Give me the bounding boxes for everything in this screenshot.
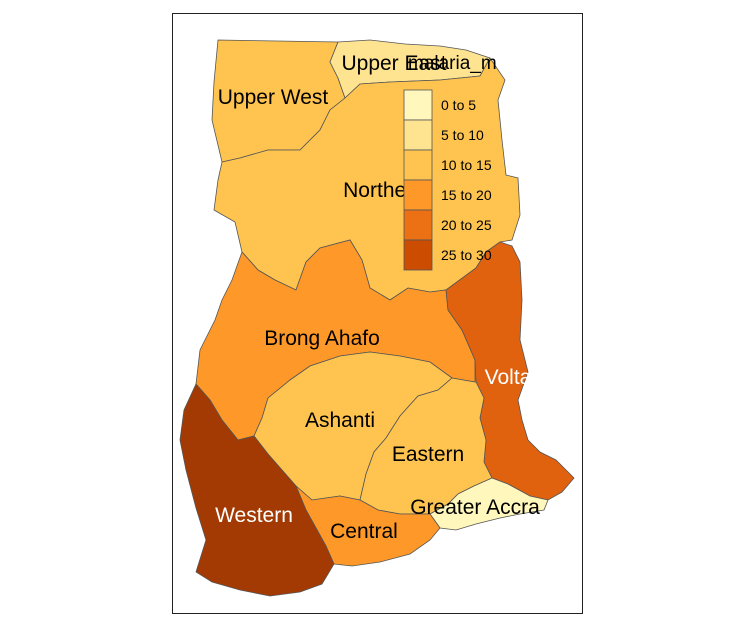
label-upper-west: Upper West (218, 86, 329, 109)
region-greater-accra[interactable] (429, 477, 549, 531)
label-eastern: Eastern (392, 443, 464, 466)
legend-swatch (403, 179, 433, 211)
legend-swatch (403, 209, 433, 241)
legend-label: 15 to 20 (441, 187, 492, 203)
legend-label: 20 to 25 (441, 217, 492, 233)
legend-label: 25 to 30 (441, 247, 492, 263)
legend-label: 0 to 5 (441, 97, 476, 113)
legend-label: 10 to 15 (441, 157, 492, 173)
label-volta: Volta (485, 366, 532, 389)
legend-swatch (403, 89, 433, 121)
label-central: Central (330, 520, 398, 543)
label-brong-ahafo: Brong Ahafo (264, 327, 380, 350)
legend: malaria_m 0 to 5 5 to 10 10 to 15 15 to 20 2… (403, 53, 497, 271)
label-greater-accra: Greater Accra (410, 496, 540, 519)
legend-swatch (403, 149, 433, 181)
legend-swatch (403, 239, 433, 271)
label-upper-east: Upper East (341, 52, 446, 75)
label-ashanti: Ashanti (305, 409, 375, 432)
label-western: Western (215, 504, 293, 527)
legend-title: malaria_m (408, 53, 497, 74)
legend-swatch (403, 119, 433, 151)
region-western[interactable] (179, 383, 335, 597)
legend-label: 5 to 10 (441, 127, 484, 143)
